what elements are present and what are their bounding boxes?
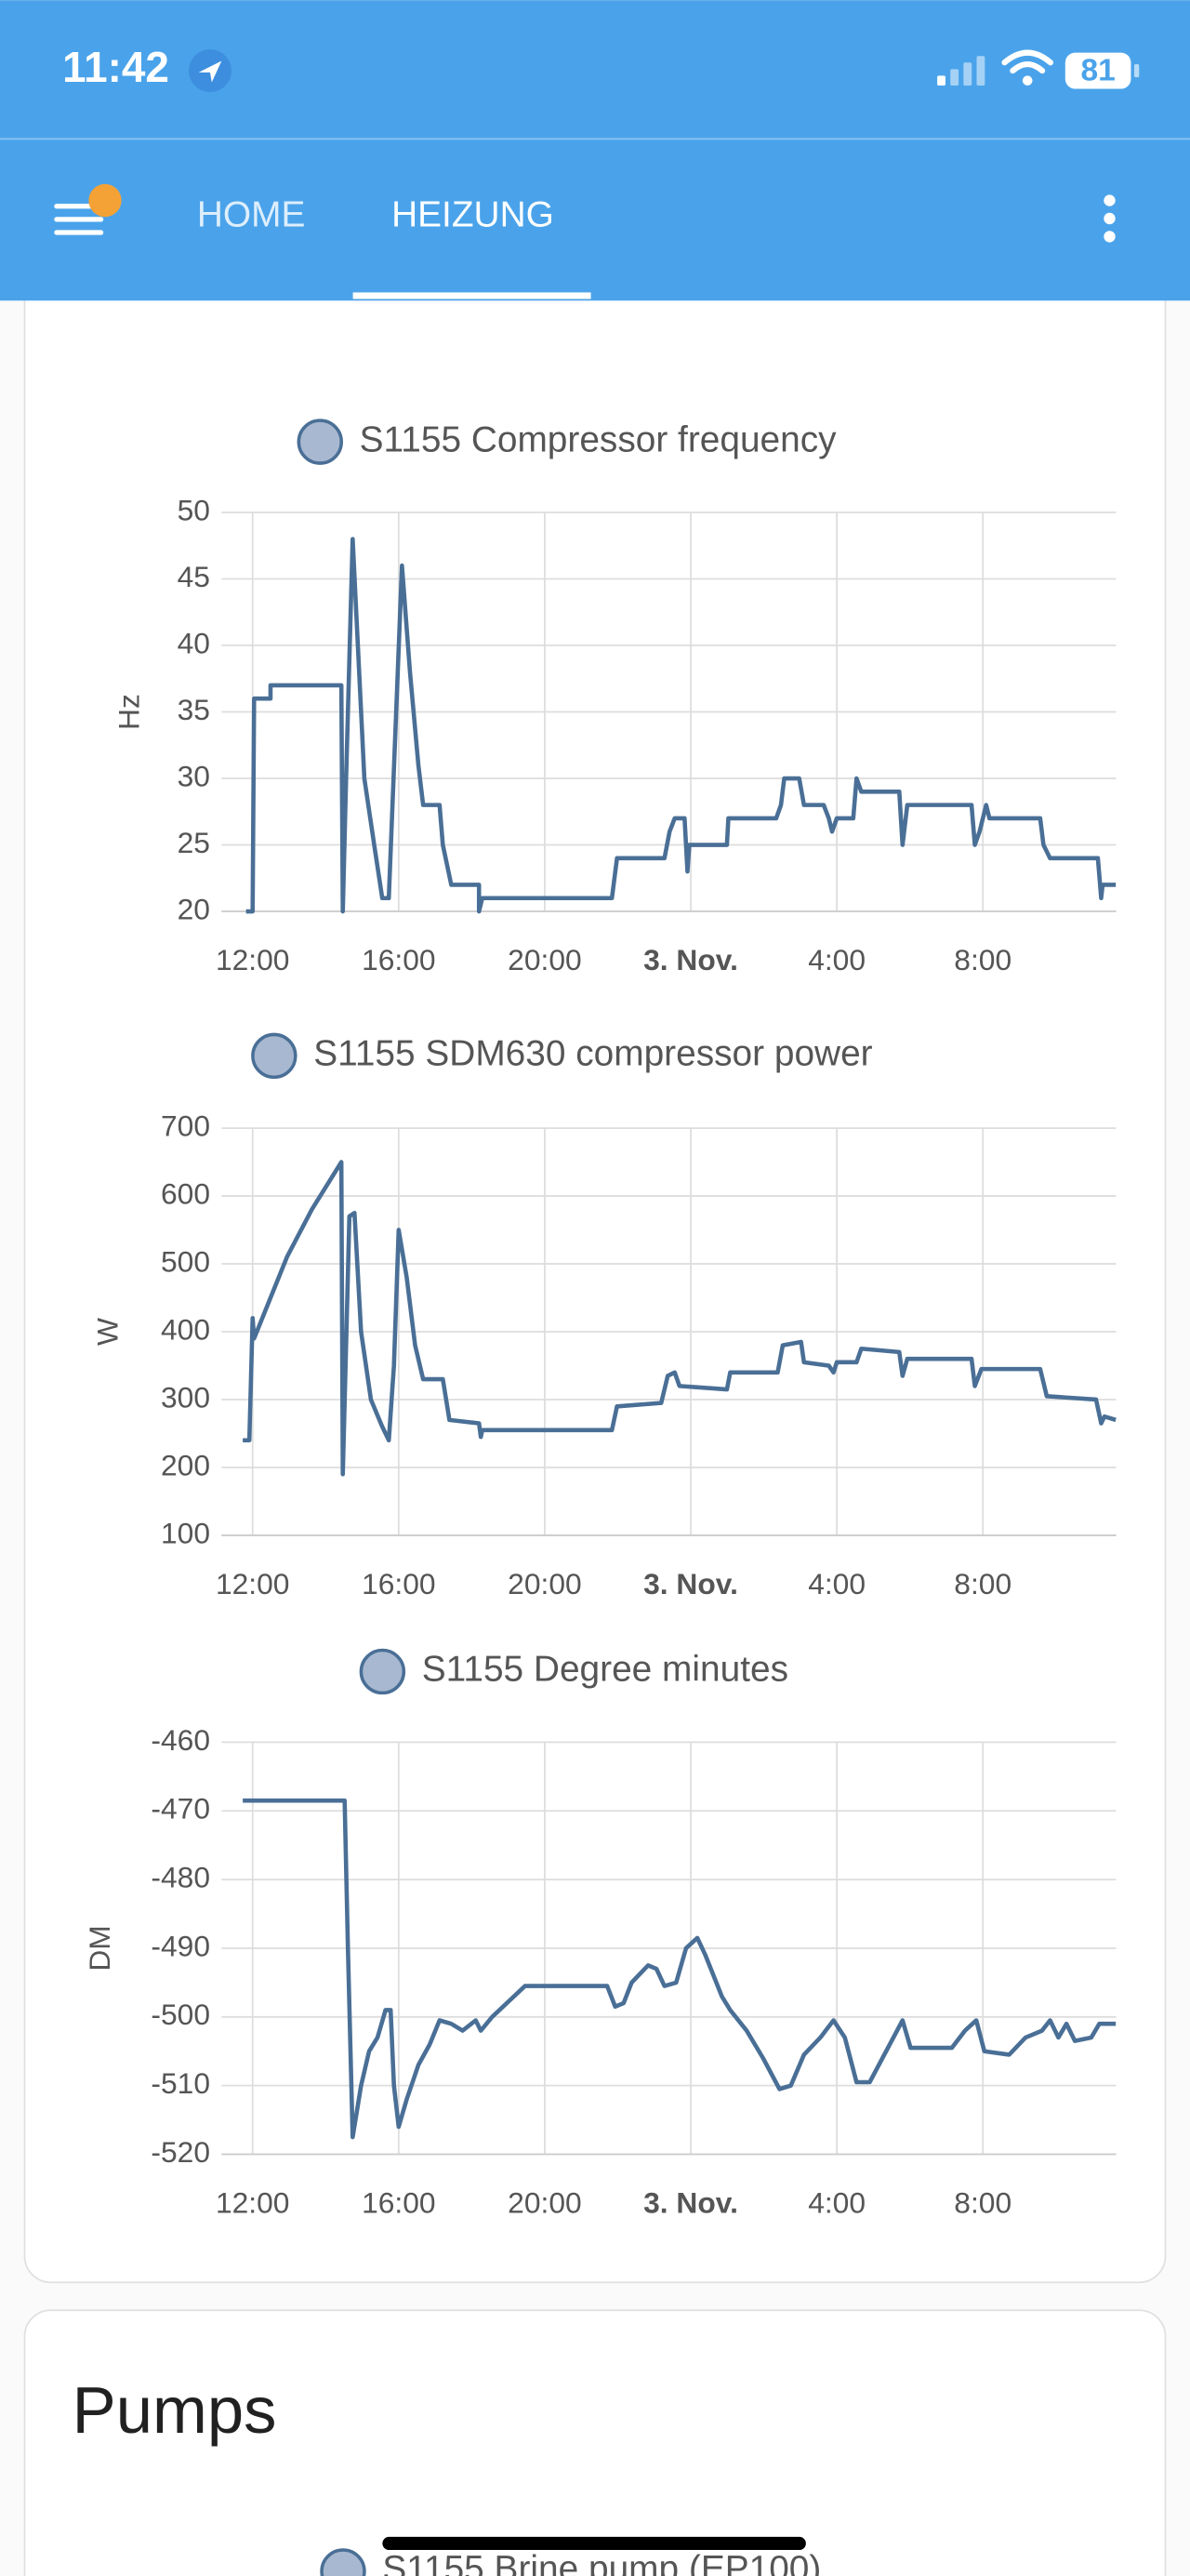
card	[23, 2309, 1167, 2576]
legend-marker	[297, 418, 343, 465]
y-axis-label: Hz	[112, 694, 146, 730]
x-tick-label: 3. Nov.	[643, 1567, 738, 1600]
app-header	[0, 0, 1190, 301]
x-tick-label: 4:00	[808, 943, 866, 976]
x-tick-label: 8:00	[954, 2186, 1012, 2220]
home-indicator	[382, 2536, 806, 2551]
wifi-dot	[1022, 75, 1033, 86]
tab[interactable]: HOME	[197, 194, 306, 234]
y-tick-label: 600	[161, 1176, 210, 1210]
y-tick-label: 20	[178, 892, 210, 925]
x-tick-label: 3. Nov.	[643, 943, 738, 976]
legend-label[interactable]: S1155 Degree minutes	[422, 1650, 788, 1690]
legend-label[interactable]: S1155 SDM630 compressor power	[313, 1034, 872, 1074]
y-tick-label: 40	[178, 626, 210, 659]
notification-badge	[88, 183, 122, 218]
data-line	[243, 1160, 1117, 1477]
y-tick-label: 100	[161, 1516, 210, 1549]
data-line	[243, 1798, 1117, 2140]
chart: 100 200 300 400 500 600 700 12:00 16:00 20:00 3. N…	[91, 1032, 1117, 1600]
y-tick-label: -510	[151, 2066, 210, 2100]
y-tick-label: 45	[178, 560, 210, 593]
legend-label[interactable]: S1155 Compressor frequency	[360, 419, 838, 459]
data-line	[245, 537, 1117, 914]
y-tick-label: 25	[178, 826, 210, 859]
y-tick-label: 500	[161, 1244, 210, 1278]
x-tick-label: 8:00	[954, 943, 1012, 976]
status-time: 11:42	[62, 43, 169, 91]
y-tick-label: 200	[161, 1448, 210, 1481]
legend-marker	[251, 1032, 298, 1080]
x-tick-label: 20:00	[508, 2186, 582, 2220]
y-tick-label: 35	[178, 693, 210, 726]
x-tick-label: 16:00	[362, 943, 436, 976]
battery-icon	[1064, 52, 1131, 89]
tab-active[interactable]: HEIZUNG	[391, 194, 554, 234]
legend-marker	[359, 1648, 406, 1695]
y-tick-label: 700	[161, 1109, 210, 1142]
x-tick-label: 20:00	[508, 943, 582, 976]
y-tick-label: -480	[151, 1860, 210, 1893]
y-tick-label: 50	[178, 493, 210, 526]
signal-icon	[937, 56, 985, 86]
y-tick-label: -520	[151, 2135, 210, 2169]
legend-marker	[320, 2548, 366, 2576]
charts: 20 25 30 35 40 45 50 12:00 16:00 20:00 3. Nov. 4:00…	[83, 418, 1117, 2220]
x-tick-label: 8:00	[954, 1567, 1012, 1600]
overflow-menu[interactable]	[1104, 194, 1116, 243]
y-axis-label: DM	[83, 1925, 116, 1971]
wifi-icon	[1001, 49, 1054, 74]
x-tick-label: 16:00	[362, 1567, 436, 1600]
y-tick-label: -460	[151, 1723, 210, 1757]
battery-tip	[1133, 64, 1140, 78]
y-axis-label: W	[91, 1318, 125, 1346]
y-tick-label: -490	[151, 1929, 210, 1962]
chart: 20 25 30 35 40 45 50 12:00 16:00 20:00 3. Nov. 4:00…	[112, 418, 1117, 976]
x-tick-label: 4:00	[808, 1567, 866, 1600]
x-tick-label: 4:00	[808, 2186, 866, 2220]
x-tick-label: 12:00	[216, 2186, 290, 2220]
y-tick-label: 30	[178, 759, 210, 792]
card-title: Pumps	[73, 2373, 277, 2447]
x-tick-label: 3. Nov.	[643, 2186, 738, 2220]
x-tick-label: 20:00	[508, 1567, 582, 1600]
x-tick-label: 12:00	[216, 943, 290, 976]
y-tick-label: -470	[151, 1792, 210, 1826]
y-tick-label: 400	[161, 1312, 210, 1346]
chart: -520 -510 -500 -490 -480 -470 -460 12:00 16:00 20…	[83, 1648, 1117, 2220]
x-tick-label: 16:00	[362, 2186, 436, 2220]
legend-label[interactable]: S1155 Brine pump (EP100)	[382, 2549, 821, 2576]
y-tick-label: -500	[151, 1998, 210, 2031]
y-tick-label: 300	[161, 1380, 210, 1414]
tab-indicator	[352, 292, 591, 299]
battery-level: 81	[1080, 54, 1115, 88]
location-arrow	[198, 60, 222, 83]
x-tick-label: 12:00	[216, 1567, 290, 1600]
